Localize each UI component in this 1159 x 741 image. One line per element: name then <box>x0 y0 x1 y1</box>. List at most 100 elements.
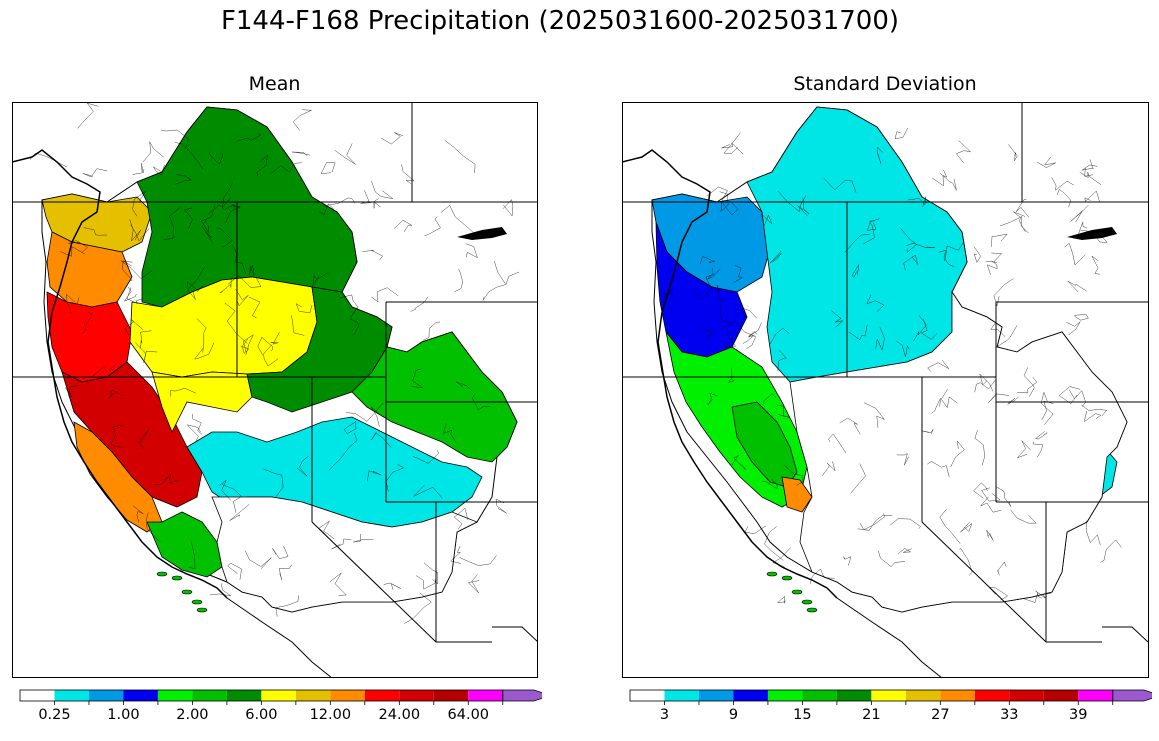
std-map <box>622 102 1149 678</box>
watershed-line <box>292 109 312 131</box>
watershed-line <box>1051 177 1074 191</box>
island <box>791 589 803 595</box>
watershed-line <box>707 186 728 212</box>
colorbar-bin <box>905 690 941 701</box>
colorbar-tick-label: 24.00 <box>379 707 421 723</box>
colorbar-tick-label: 15 <box>793 707 811 723</box>
watershed-line <box>174 142 204 170</box>
watershed-line <box>707 392 718 406</box>
watershed-line <box>133 505 144 523</box>
colorbar-bin <box>767 690 803 701</box>
watershed-line <box>110 424 124 448</box>
watershed-line <box>991 233 1008 247</box>
watershed-line <box>1084 164 1098 177</box>
watershed-line <box>769 251 782 264</box>
watershed-line <box>974 380 996 393</box>
colorbar-bin <box>295 690 331 701</box>
colorbar-tick-label: 3 <box>660 707 669 723</box>
watershed-line <box>823 178 857 193</box>
watershed-line <box>334 143 356 165</box>
colorbar-bin <box>1078 690 1113 701</box>
watershed-line <box>186 281 203 292</box>
colorbar-bin <box>698 690 734 701</box>
border-line <box>836 597 943 678</box>
watershed-line <box>200 205 216 234</box>
watershed-line <box>349 307 360 336</box>
watershed-line <box>997 561 1007 576</box>
regions-layer <box>651 106 1128 613</box>
lake-shape <box>457 227 507 240</box>
watershed-line <box>844 234 871 253</box>
watershed-line <box>154 473 180 486</box>
colorbar-tick-label: 12.00 <box>310 707 352 723</box>
watershed-line <box>227 275 262 288</box>
watershed-line <box>1091 255 1100 275</box>
watershed-line <box>494 261 520 286</box>
colorbar-bin <box>364 690 400 701</box>
watershed-line <box>889 518 921 529</box>
colorbar-tick-label: 64.00 <box>448 707 490 723</box>
colorbar-tick-label: 1.00 <box>107 707 139 723</box>
watershed-line <box>295 302 313 313</box>
mean-colorbar: 0.25 1.00 2.00 6.00 12.00 24.00 64.00 <box>19 689 542 723</box>
watershed-line <box>290 315 305 336</box>
watershed-line <box>345 402 384 422</box>
colorbar-bin <box>468 690 503 701</box>
lake-shape <box>1067 227 1117 240</box>
watershed-line <box>1010 509 1037 524</box>
watershed-line <box>257 336 274 356</box>
watershed-line <box>907 196 927 207</box>
colorbar-tick-label: 33 <box>1000 707 1018 723</box>
island <box>181 589 193 595</box>
watershed-line <box>776 595 786 604</box>
watershed-line <box>1015 198 1030 218</box>
watershed-line <box>502 199 514 217</box>
colorbar-bin <box>226 690 262 701</box>
watershed-line <box>721 142 744 155</box>
watershed-line <box>394 219 413 232</box>
watershed-line <box>411 368 423 389</box>
colorbar-bin <box>123 690 158 701</box>
watershed-line <box>235 289 249 307</box>
state-line <box>311 521 492 643</box>
watershed-line <box>216 227 233 248</box>
watershed-line <box>1100 539 1122 563</box>
watershed-lines <box>662 127 1122 604</box>
watershed-line <box>424 216 441 237</box>
colorbar-tick-label: 9 <box>729 707 738 723</box>
watershed-line <box>733 320 757 349</box>
colorbar-bin <box>261 690 296 701</box>
watershed-line <box>142 141 164 163</box>
colorbar-extend-arrow <box>502 689 542 702</box>
watershed-line <box>385 464 405 492</box>
watershed-line <box>83 227 108 236</box>
figure-title: F144-F168 Precipitation (2025031600-2025… <box>220 6 900 36</box>
watershed-line <box>1067 280 1087 293</box>
watershed-line <box>371 431 392 448</box>
watershed-line <box>191 413 203 435</box>
watershed-line <box>312 271 329 286</box>
watershed-line <box>138 429 149 450</box>
watershed-line <box>249 264 255 276</box>
watershed-line <box>327 197 356 206</box>
watershed-line <box>343 420 357 434</box>
region-utah-wyoming <box>246 286 393 413</box>
watershed-line <box>717 284 723 304</box>
watershed-line <box>320 162 336 174</box>
watershed-line <box>120 260 153 279</box>
colorbar-bin <box>157 690 193 701</box>
watershed-line <box>174 174 192 185</box>
island <box>191 599 203 605</box>
watershed-line <box>440 204 477 236</box>
std-colorbar: 3 9 15 21 27 33 39 <box>629 689 1152 723</box>
region-sierra-peak <box>781 476 813 513</box>
colorbar-bin <box>974 690 1010 701</box>
colorbar-bin <box>399 690 434 701</box>
watershed-line <box>731 454 746 470</box>
watershed-line <box>187 266 205 300</box>
watershed-line <box>1022 592 1042 603</box>
watershed-line <box>974 430 985 466</box>
watershed-line <box>724 333 737 348</box>
watershed-line <box>81 311 93 334</box>
watershed-line <box>160 129 189 149</box>
